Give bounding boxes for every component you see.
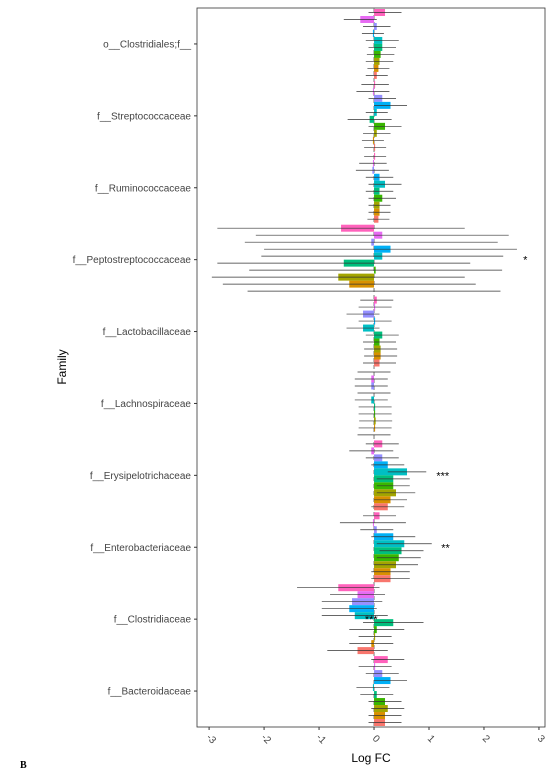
y-tick-label: f__Clostridiaceae bbox=[114, 615, 192, 626]
y-tick-label: f__Enterobacteriaceae bbox=[90, 543, 191, 554]
x-axis-label: Log FC bbox=[351, 751, 391, 765]
y-tick-label: f__Lachnospiraceae bbox=[101, 399, 192, 410]
y-axis-label: Family bbox=[55, 349, 69, 384]
caption: B bbox=[20, 760, 27, 771]
x-tick-label: 2 bbox=[480, 733, 492, 745]
y-tick-label: f__Peptostreptococcaceae bbox=[73, 255, 192, 266]
y-tick-label: f__Erysipelotrichaceae bbox=[90, 471, 192, 482]
x-tick-label: 1 bbox=[425, 733, 437, 745]
y-tick-label: f__Ruminococcaceae bbox=[95, 183, 192, 194]
y-tick-label: f__Lactobacillaceae bbox=[103, 327, 192, 338]
significance-label: *** bbox=[436, 470, 450, 482]
significance-label: * bbox=[523, 255, 528, 267]
x-tick-label: -1 bbox=[314, 732, 328, 746]
x-tick-label: 3 bbox=[535, 733, 547, 745]
significance-label: ** bbox=[441, 542, 450, 554]
significance-label: *** bbox=[365, 614, 379, 626]
y-tick-label: f__Streptococcaceae bbox=[97, 111, 191, 122]
x-tick-label: -2 bbox=[259, 732, 273, 746]
y-tick-label: o__Clostridiales;f__ bbox=[103, 39, 191, 50]
x-tick-label: 0 bbox=[370, 733, 382, 745]
x-tick-label: -3 bbox=[204, 732, 218, 746]
y-tick-label: f__Bacteroidaceae bbox=[108, 687, 192, 698]
